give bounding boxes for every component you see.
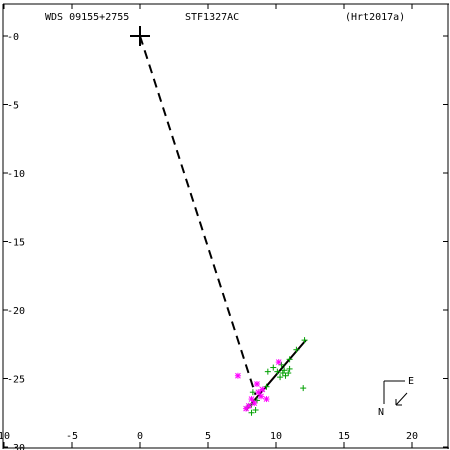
data-point-plus <box>253 397 260 404</box>
ast-d2 <box>248 396 255 402</box>
x-tick-label: -5 <box>66 431 78 442</box>
data-point-asterisk <box>275 359 282 366</box>
ast-d2 <box>275 359 282 365</box>
disc-name: STF1327AC <box>185 12 239 23</box>
x-tick-label: 20 <box>406 431 418 442</box>
data-point-plus <box>285 370 292 377</box>
y-tick-label: -10 <box>7 169 25 180</box>
data-point-plus <box>286 356 293 363</box>
data-point-asterisk <box>248 396 255 403</box>
data-point-asterisk <box>253 380 260 387</box>
ast-d2 <box>235 372 241 379</box>
x-tick-label: 10 <box>270 431 282 442</box>
wds-id: WDS 09155+2755 <box>45 12 129 23</box>
data-point-plus <box>252 407 259 414</box>
data-point-plus <box>293 346 300 353</box>
data-point-plus <box>300 385 307 392</box>
fit-line <box>245 339 307 411</box>
x-tick-label: 15 <box>338 431 350 442</box>
compass-east-label: E <box>408 376 414 387</box>
connector-line <box>139 35 257 396</box>
y-tick-label: -5 <box>7 101 19 112</box>
plot-marks <box>130 26 308 416</box>
data-point-plus <box>264 368 271 375</box>
compass: E N <box>378 376 414 418</box>
reference: (Hrt2017a) <box>345 12 405 23</box>
data-point-asterisk <box>258 393 265 400</box>
ast-d2 <box>259 386 266 393</box>
data-point-plus <box>279 370 286 377</box>
ast-d2 <box>251 400 258 407</box>
ast-d2 <box>243 405 249 412</box>
compass-north-label: N <box>378 407 384 418</box>
data-point-asterisk <box>255 389 262 396</box>
ast-d2 <box>258 393 264 400</box>
data-point-asterisk <box>263 396 270 403</box>
motion-arrow-icon <box>395 392 408 406</box>
y-tick-label: -0 <box>7 32 19 43</box>
y-tick-label: -20 <box>7 306 25 317</box>
y-tick-label: -30 <box>7 443 25 450</box>
data-point-plus <box>286 365 293 372</box>
data-point-plus <box>249 389 256 396</box>
data-point-plus <box>277 374 284 381</box>
data-point-asterisk <box>243 405 250 412</box>
x-tick-label: 0 <box>137 431 143 442</box>
data-point-plus <box>278 361 285 368</box>
x-tick-label: 10 <box>0 431 10 442</box>
data-point-plus <box>281 367 288 374</box>
data-point-plus <box>301 337 308 344</box>
data-point-asterisk <box>251 400 258 407</box>
data-point-asterisk <box>259 386 266 393</box>
data-point-plus <box>248 409 255 416</box>
y-tick-label: -25 <box>7 375 25 386</box>
data-point-asterisk <box>234 372 241 379</box>
data-point-plus <box>282 372 289 379</box>
data-point-plus <box>270 364 277 371</box>
ast-d2 <box>254 381 260 387</box>
ast-d2 <box>263 396 270 402</box>
x-tick-label: 5 <box>205 431 211 442</box>
ast-d2 <box>255 389 262 396</box>
data-point-plus <box>274 368 281 375</box>
y-tick-label: -15 <box>7 238 25 249</box>
axis-ticks: 10 -5 0 5 10 15 20 -0 -5 -10 -15 -20 -25 -30 <box>0 4 448 450</box>
